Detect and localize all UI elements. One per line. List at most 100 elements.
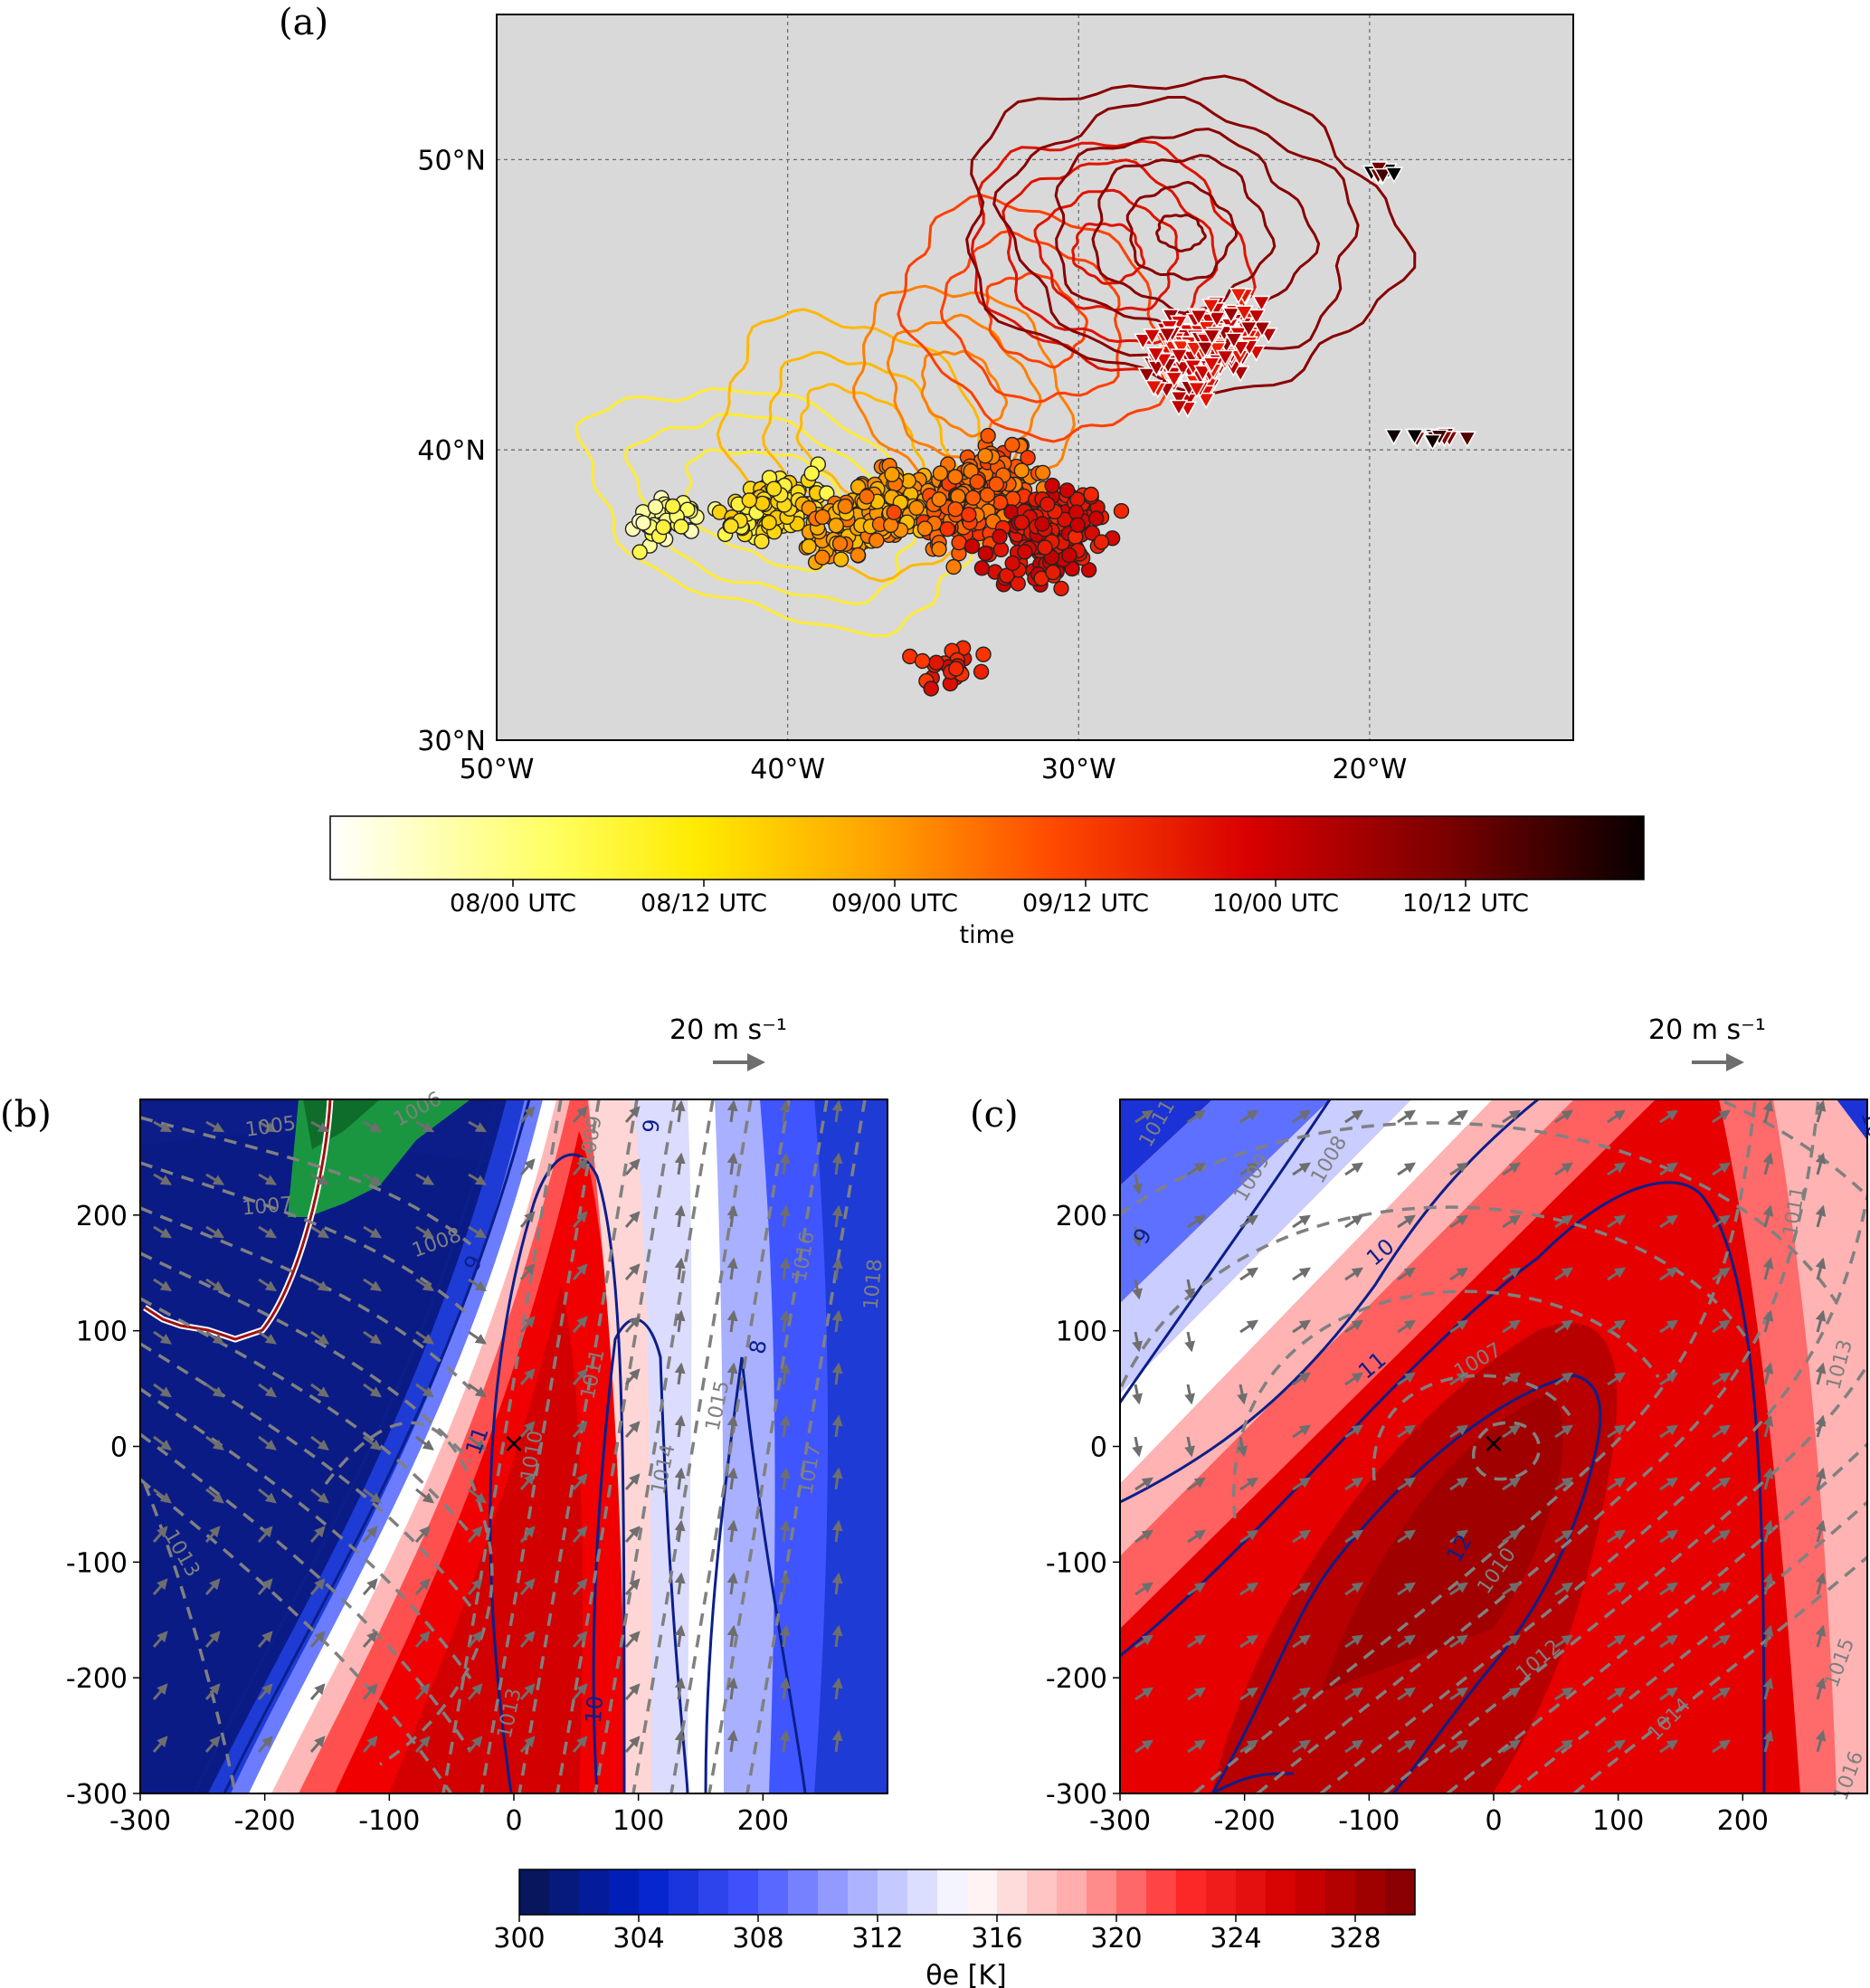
circle-point: [1087, 510, 1105, 527]
wind-vector: [310, 1173, 330, 1185]
wind-vector: [1815, 1624, 1827, 1648]
wind-vector: [1449, 1267, 1468, 1281]
wind-vector: [1762, 1519, 1774, 1543]
wind-vector: [362, 1526, 378, 1543]
panel-b-label: (b): [0, 1094, 52, 1136]
wind-vector: [1449, 1687, 1468, 1701]
wind-vector: [1292, 1424, 1311, 1439]
wind-vector: [153, 1330, 172, 1345]
wind-vector: [1449, 1739, 1468, 1754]
wind-vector: [624, 1736, 641, 1753]
circle-point: [1017, 544, 1033, 560]
wind-vector: [1712, 1529, 1731, 1544]
wind-vector: [1815, 1152, 1827, 1175]
wind-vector: [415, 1278, 435, 1292]
x-tick-label: 50°W: [460, 754, 535, 785]
triangle-point: [1193, 365, 1212, 382]
wind-vector: [1712, 1267, 1731, 1281]
wind-vector: [1712, 1319, 1731, 1334]
wind-vector: [1292, 1162, 1311, 1176]
trajectory-contour: [716, 308, 1002, 583]
wind-vector: [519, 1211, 536, 1228]
wind-vector: [258, 1488, 277, 1504]
theta-colorbar-cell: [907, 1869, 938, 1915]
wind-vector: [1554, 1267, 1573, 1281]
wind-vector: [1292, 1529, 1311, 1544]
triangle-point: [1146, 347, 1165, 364]
wind-vector: [362, 1578, 378, 1595]
pressure-contour: [140, 1161, 472, 1318]
wind-vector: [831, 1519, 843, 1543]
wind-vector: [258, 1435, 277, 1451]
triangle-point: [1384, 166, 1404, 184]
circle-point: [945, 558, 962, 575]
y-tick-label: -100: [66, 1547, 128, 1579]
wind-vector: [1712, 1162, 1731, 1176]
wind-vector: [1712, 1634, 1731, 1649]
wind-vector: [1659, 1372, 1678, 1386]
wind-vector: [1815, 1729, 1827, 1753]
pressure-contour: [1372, 1374, 1571, 1481]
wind-vector: [1712, 1109, 1731, 1124]
wind-vector: [726, 1309, 738, 1333]
wind-vector: [1712, 1372, 1731, 1386]
wind-vector: [362, 1683, 378, 1700]
wind-vector: [674, 1572, 686, 1595]
circle-point: [992, 528, 1008, 545]
wind-vector: [1397, 1372, 1416, 1386]
wind-vector: [1187, 1739, 1206, 1754]
wind-vector: [1607, 1214, 1626, 1229]
wind-vector: [1815, 1362, 1827, 1385]
triangle-point: [1384, 429, 1403, 446]
wind-vector: [674, 1309, 686, 1333]
wind-vector: [572, 1631, 588, 1648]
theta-colorbar-tick: 300: [493, 1923, 545, 1955]
circle-point: [741, 492, 757, 509]
wind-vector: [624, 1158, 641, 1175]
wind-vector: [1132, 1331, 1144, 1353]
wind-vector: [726, 1257, 738, 1280]
circle-point: [801, 538, 817, 555]
wind-vector: [519, 1263, 536, 1280]
y-tick-label: -200: [1046, 1663, 1107, 1695]
wind-vector: [257, 1631, 273, 1648]
theta-colorbar-cell: [788, 1869, 819, 1915]
wind-vector: [1292, 1372, 1311, 1386]
wind-vector: [831, 1309, 843, 1333]
circle-point: [923, 680, 939, 697]
wind-vector: [363, 1120, 383, 1133]
theta-colorbar-label: θe [K]: [926, 1960, 1006, 1988]
triangle-point: [1457, 431, 1477, 448]
wind-vector: [468, 1173, 488, 1185]
wind-vector: [205, 1278, 225, 1292]
wind-vector: [310, 1120, 330, 1133]
theta-colorbar-cell: [728, 1869, 759, 1915]
wind-vector: [205, 1120, 225, 1133]
wind-vector: [519, 1421, 536, 1438]
pressure-contour: [669, 1099, 791, 1793]
wind-vector: [1502, 1477, 1521, 1491]
wind-vector: [1712, 1687, 1731, 1701]
circle-point: [664, 498, 681, 515]
wind-vector: [153, 1120, 173, 1133]
wind-vector: [1344, 1424, 1363, 1439]
theta-colorbar-cell: [1176, 1869, 1207, 1915]
theta-colorbar-cell: [519, 1869, 550, 1915]
wind-vector: [1237, 1436, 1248, 1458]
wind-vector: [1134, 1687, 1153, 1701]
circle-point: [908, 499, 925, 516]
circle-point: [939, 521, 955, 537]
wind-vector: [1815, 1099, 1827, 1123]
panel-b-vector-key: 20 m s⁻¹: [669, 1014, 787, 1046]
wind-vector: [572, 1473, 588, 1490]
circle-point: [975, 646, 992, 662]
triangle-point: [1170, 391, 1189, 408]
wind-vector: [1659, 1529, 1678, 1544]
panel-c-wind-vectors: [1132, 1099, 1827, 1754]
wind-vector: [1184, 1331, 1196, 1353]
wind-vector: [205, 1383, 224, 1398]
y-tick-label: 100: [76, 1317, 128, 1348]
wind-vector: [624, 1421, 641, 1438]
triangle-point: [1423, 433, 1442, 452]
